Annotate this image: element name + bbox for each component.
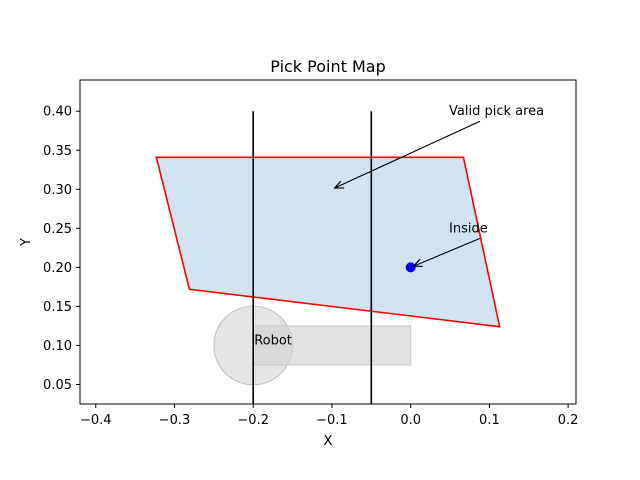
y-axis: 0.05 0.10 0.15 0.20 0.25 0.30 0.35 0.40 — [43, 105, 80, 393]
annotation-text-0: Valid pick area — [449, 104, 544, 119]
x-tick-label-3: −0.1 — [316, 413, 348, 428]
chart-title: Pick Point Map — [270, 57, 385, 76]
annotation-arrow-1 — [413, 237, 481, 266]
plot-content: Robot — [155, 111, 501, 404]
annotations: Valid pick area Inside — [335, 104, 544, 266]
y-tick-label-2: 0.15 — [43, 300, 72, 315]
y-tick-label-0: 0.05 — [43, 378, 72, 393]
y-axis-label: Y — [19, 238, 34, 247]
x-tick-label-4: 0.0 — [400, 413, 421, 428]
x-axis: −0.4 −0.3 −0.2 −0.1 0.0 0.1 0.2 — [80, 404, 579, 428]
y-tick-label-6: 0.35 — [43, 144, 72, 159]
y-tick-label-1: 0.10 — [43, 339, 72, 354]
y-tick-label-7: 0.40 — [43, 105, 72, 120]
pick-point-0 — [405, 262, 416, 273]
robot-arm-rect — [252, 325, 412, 366]
y-tick-label-3: 0.20 — [43, 261, 72, 276]
x-tick-label-6: 0.2 — [558, 413, 579, 428]
x-tick-label-1: −0.3 — [159, 413, 191, 428]
x-tick-label-2: −0.2 — [237, 413, 269, 428]
x-axis-label: X — [324, 434, 333, 449]
plot-frame — [79, 79, 577, 405]
y-tick-label-4: 0.25 — [43, 222, 72, 237]
robot-label: Robot — [254, 333, 292, 348]
valid-pick-area — [155, 156, 501, 328]
x-tick-label-5: 0.1 — [479, 413, 500, 428]
annotation-arrow-0 — [335, 120, 481, 188]
y-tick-label-5: 0.30 — [43, 183, 72, 198]
annotation-text-1: Inside — [449, 221, 488, 236]
x-tick-label-0: −0.4 — [80, 413, 112, 428]
